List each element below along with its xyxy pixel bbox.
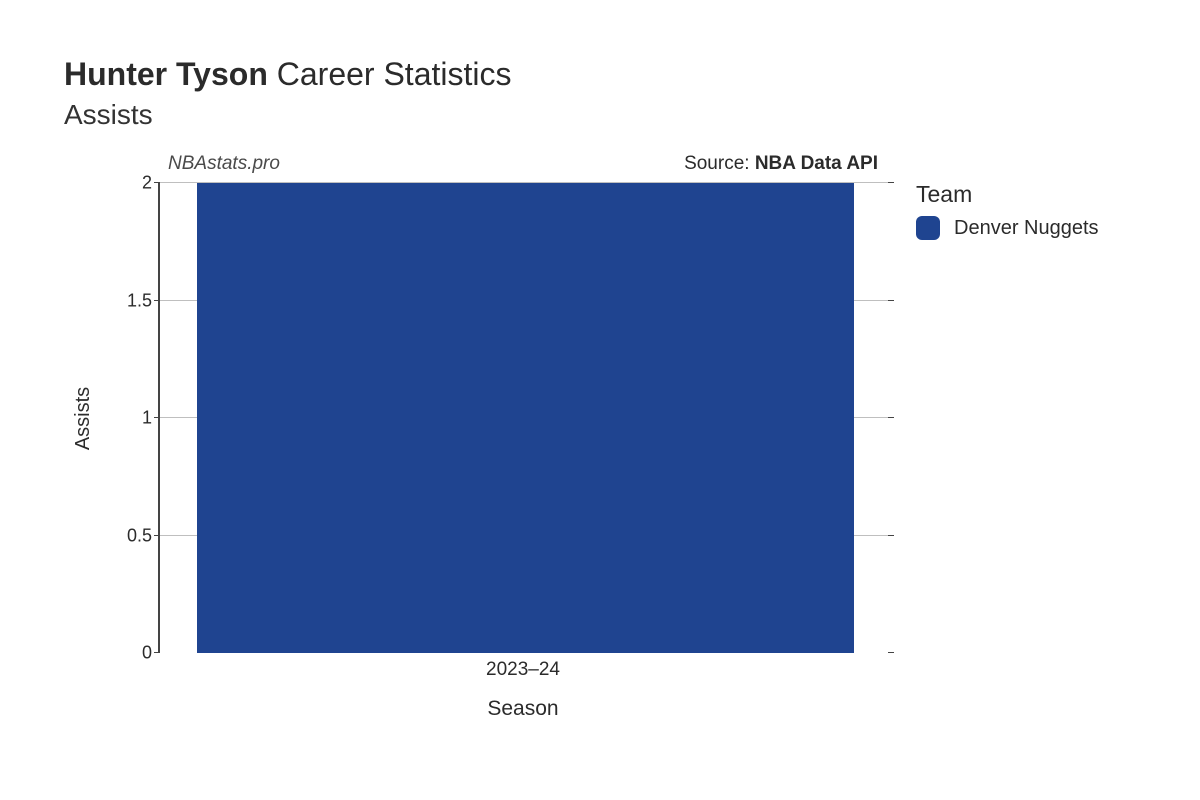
y-tick-label: 1.5 — [104, 290, 152, 311]
legend-item: Denver Nuggets — [916, 216, 1099, 240]
y-tick-mark — [888, 652, 894, 653]
source-label: Source: — [684, 153, 755, 174]
legend-title: Team — [916, 181, 1099, 208]
legend-label: Denver Nuggets — [954, 217, 1099, 240]
source-name: NBA Data API — [755, 153, 878, 174]
bar — [197, 183, 854, 653]
y-tick-mark — [888, 182, 894, 183]
x-axis-label: Season — [158, 697, 888, 721]
legend: Team Denver Nuggets — [916, 181, 1099, 240]
y-tick-label: 2 — [104, 173, 152, 194]
title-light: Career Statistics — [277, 56, 512, 92]
y-tick-mark — [888, 417, 894, 418]
y-axis-label: Assists — [73, 386, 96, 449]
y-tick-mark — [154, 300, 160, 301]
title-bold: Hunter Tyson — [64, 56, 268, 92]
watermark-text: NBAstats.pro — [168, 153, 280, 175]
y-tick-mark — [888, 300, 894, 301]
y-tick-mark — [888, 535, 894, 536]
y-tick-label: 1 — [104, 408, 152, 429]
source-attribution: Source: NBA Data API — [684, 153, 878, 175]
y-tick-mark — [154, 182, 160, 183]
x-tick-row: 2023–24 — [158, 653, 888, 683]
chart-title: Hunter Tyson Career Statistics — [64, 56, 1160, 93]
y-tick-column: 00.511.52 — [104, 183, 158, 653]
x-tick-label: 2023–24 — [486, 659, 560, 681]
chart-subtitle: Assists — [64, 99, 1160, 131]
y-tick-mark — [154, 417, 160, 418]
y-tick-label: 0.5 — [104, 525, 152, 546]
y-tick-mark — [154, 535, 160, 536]
legend-swatch — [916, 216, 940, 240]
y-tick-label: 0 — [104, 643, 152, 664]
plot-area — [158, 183, 888, 653]
